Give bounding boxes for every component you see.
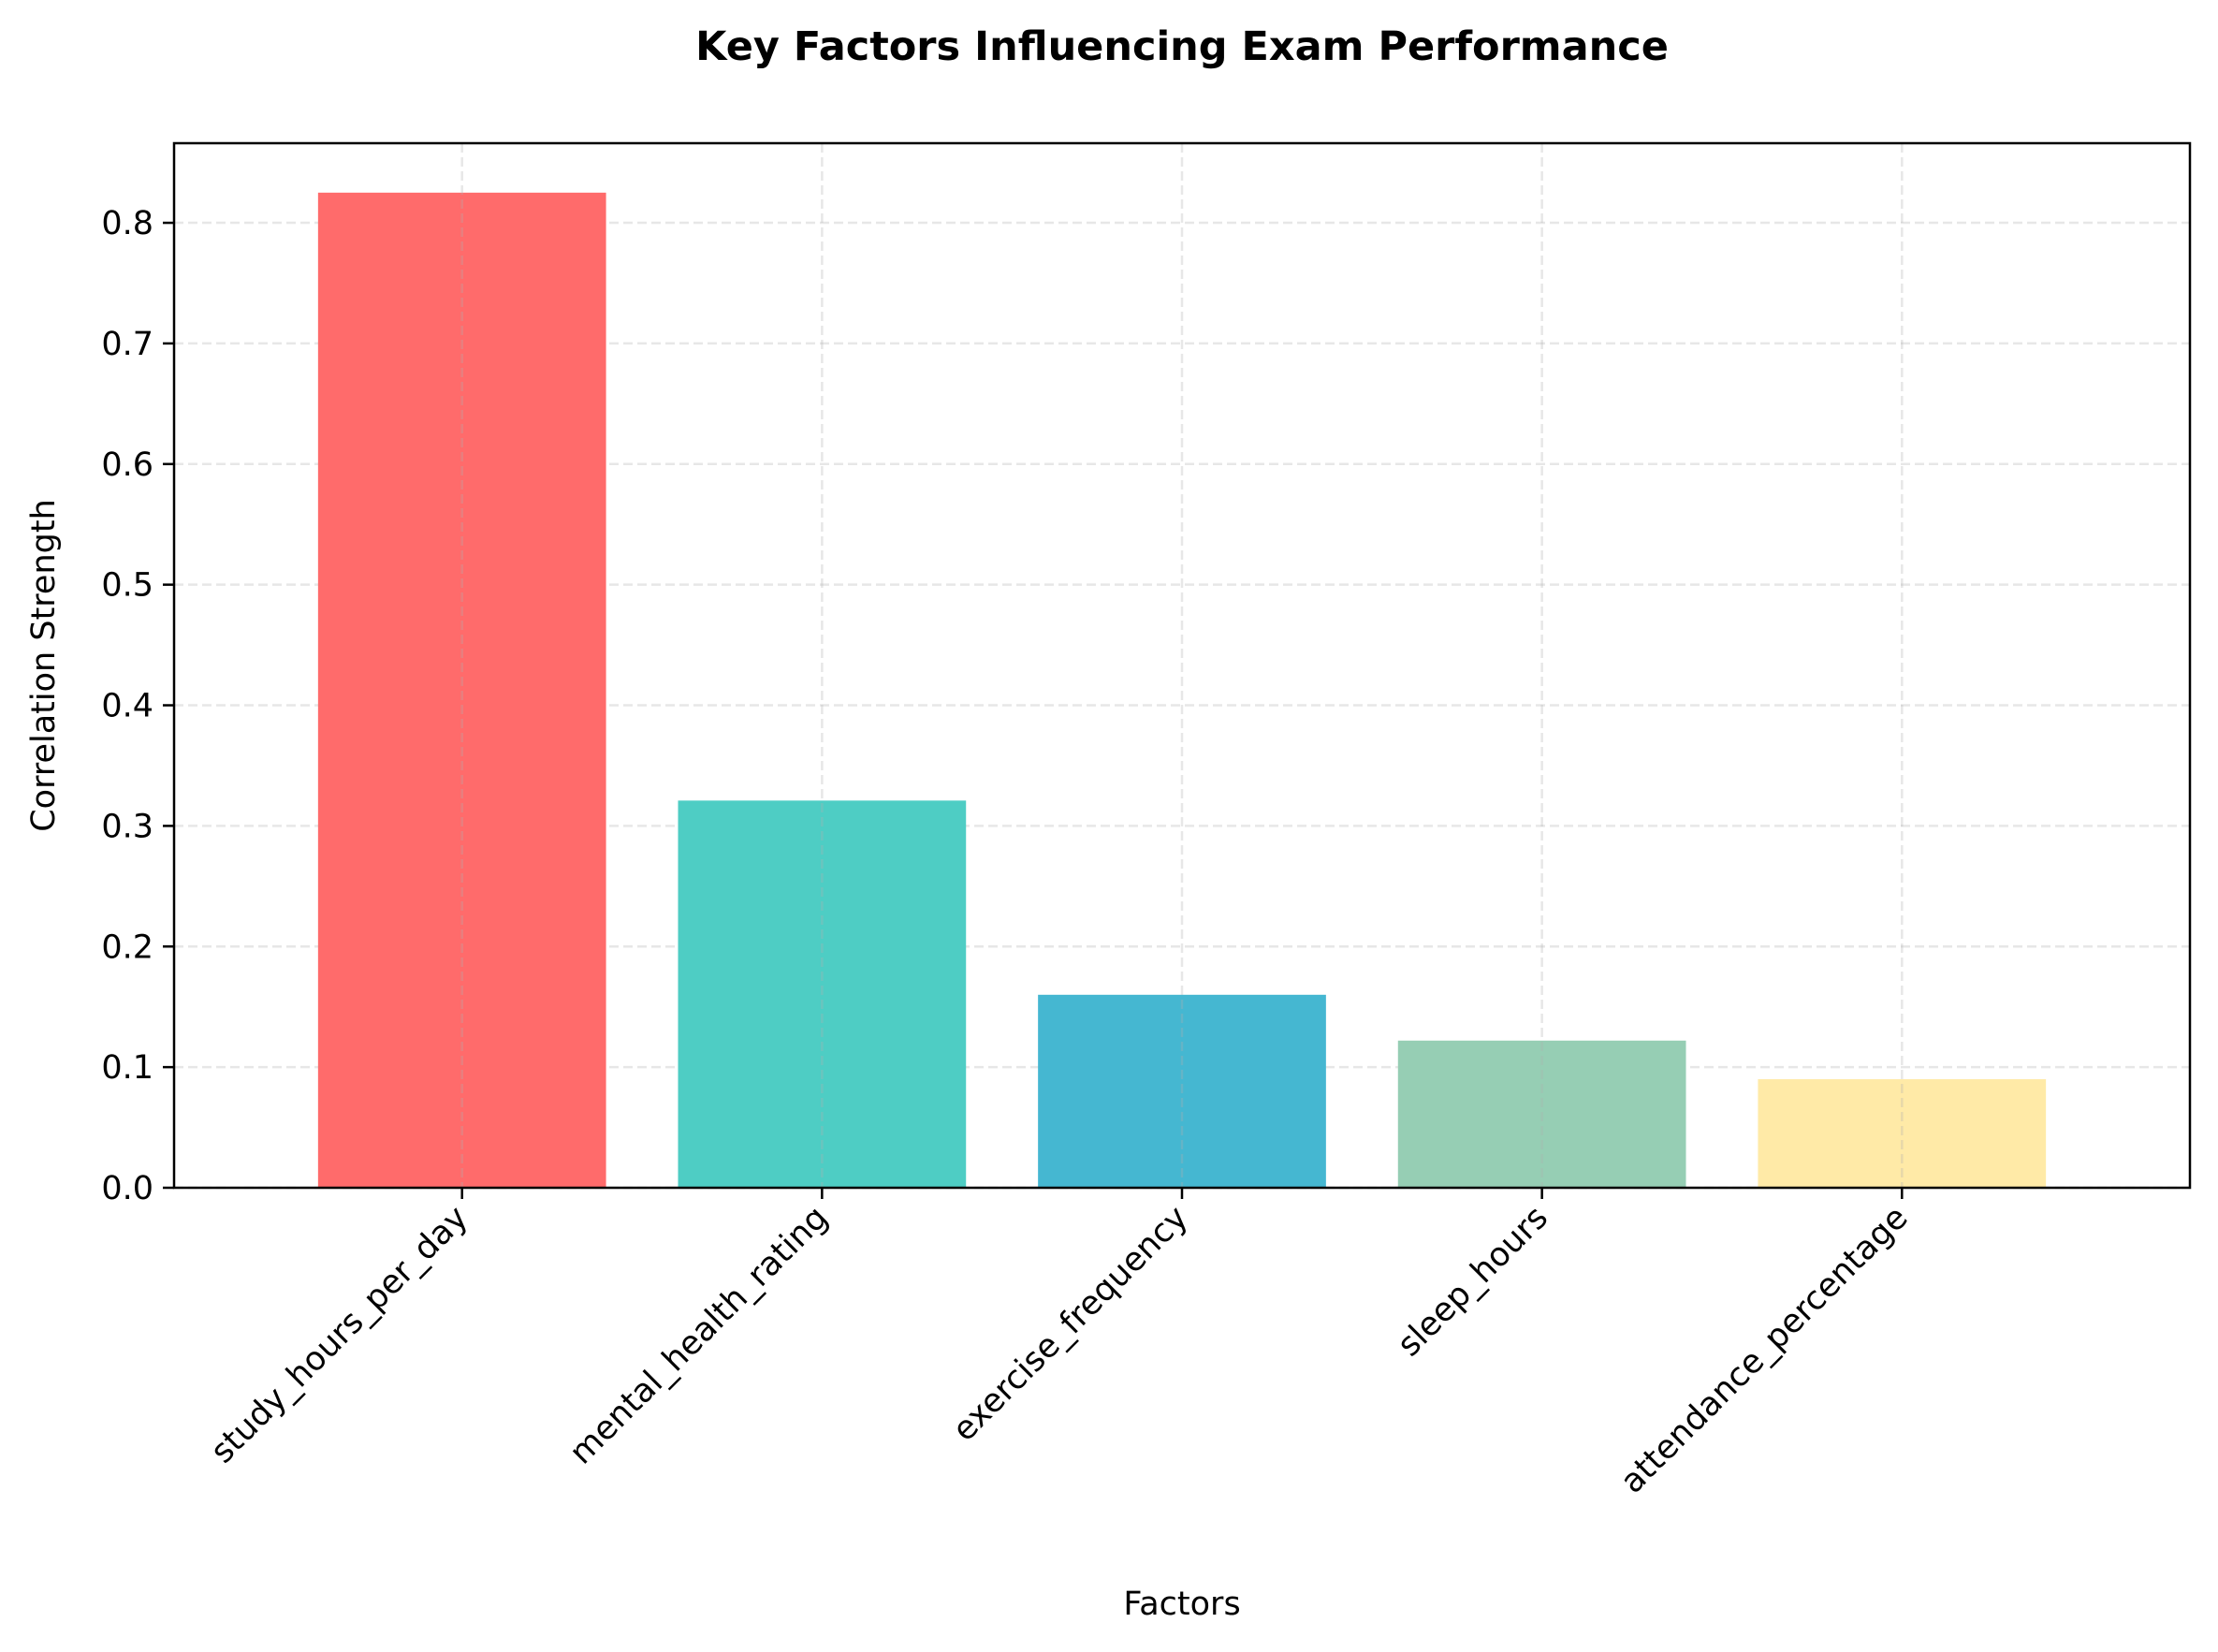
x-tick-label: exercise_frequency: [945, 1199, 1195, 1449]
y-tick-label: 0.8: [101, 205, 153, 242]
y-tick-label: 0.4: [101, 688, 153, 725]
x-axis-ticks: study_hours_per_day mental_health_rating e…: [204, 1188, 1916, 1501]
y-tick-label: 0.3: [101, 808, 153, 845]
bar-mental-health-rating: [678, 800, 967, 1188]
y-tick-label: 0.0: [101, 1170, 153, 1207]
y-tick-label: 0.2: [101, 928, 153, 966]
bars: [317, 192, 2047, 1188]
x-tick-label: sleep_hours: [1391, 1199, 1555, 1364]
y-tick-label: 0.6: [101, 446, 153, 484]
chart-title: Key Factors Influencing Exam Performance: [695, 23, 1669, 70]
x-tick-label: attendance_percentage: [1613, 1199, 1915, 1500]
vertical-grid: [460, 143, 1904, 1188]
x-axis-title: Factors: [1123, 1586, 1240, 1623]
y-tick-label: 0.1: [101, 1049, 153, 1087]
x-tick-label: study_hours_per_day: [204, 1199, 475, 1470]
y-axis-title: Correlation Strength: [25, 499, 63, 832]
bar-study-hours-per-day: [317, 192, 606, 1188]
bar-sleep-hours: [1397, 1040, 1686, 1188]
bar-attendance-percentage: [1758, 1079, 2047, 1188]
y-tick-label: 0.7: [101, 326, 153, 363]
y-axis-ticks: 0.0 0.1 0.2 0.3 0.4 0.5 0.6 0.7 0.8: [101, 205, 174, 1207]
x-tick-label: mental_health_rating: [562, 1199, 835, 1471]
bar-exercise-frequency: [1038, 994, 1326, 1188]
y-tick-label: 0.5: [101, 567, 153, 605]
